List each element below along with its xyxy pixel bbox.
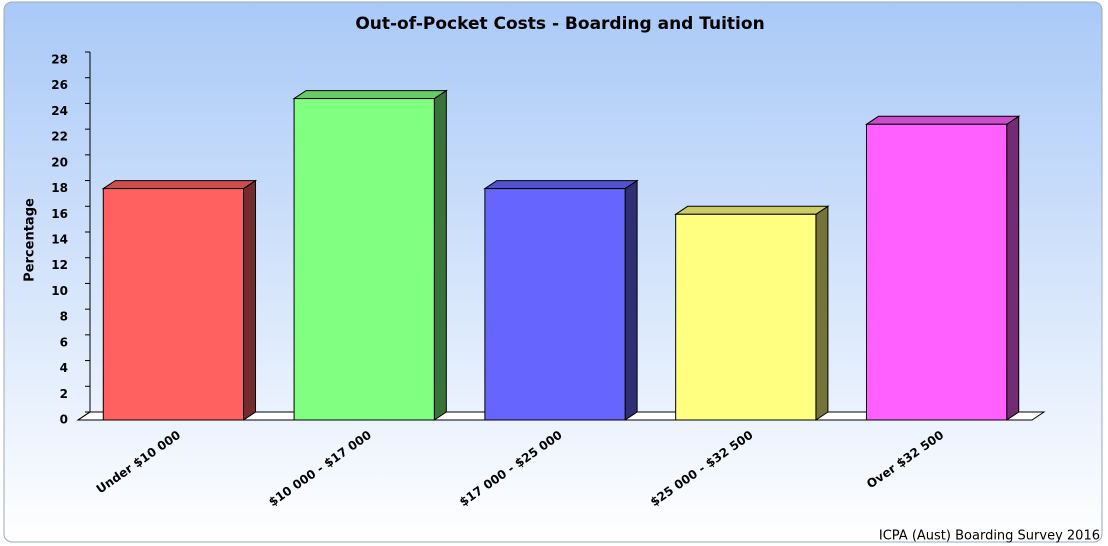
y-tick-label: 22: [51, 130, 68, 144]
y-tick-label: 24: [51, 104, 68, 118]
bar-side: [815, 205, 829, 421]
bar-side: [433, 89, 447, 421]
y-tick-label: 16: [51, 207, 68, 221]
y-tick-label: 0: [60, 413, 68, 427]
y-tick-label: 20: [51, 155, 68, 169]
bar: [293, 98, 435, 421]
bar: [484, 188, 626, 421]
y-axis-label: Percentage: [23, 198, 38, 282]
bar: [675, 213, 817, 421]
bar-top: [292, 90, 448, 100]
y-tick-label: 14: [51, 233, 68, 247]
y-tick-label: 12: [51, 258, 68, 272]
bar-top: [674, 205, 830, 215]
y-tick-label: 26: [51, 78, 68, 92]
chart-title: Out-of-Pocket Costs - Boarding and Tuiti…: [355, 14, 764, 34]
bar-side: [243, 179, 257, 421]
y-tick-label: 4: [60, 361, 68, 375]
y-tick-label: 6: [60, 335, 68, 349]
bar-top: [101, 180, 258, 190]
bar-top: [483, 180, 639, 190]
source-note: ICPA (Aust) Boarding Survey 2016: [879, 529, 1100, 544]
bar-side: [1006, 115, 1020, 421]
y-axis: [77, 411, 91, 421]
bar: [865, 123, 1008, 421]
y-tick-label: 28: [51, 53, 68, 67]
bar-top: [864, 115, 1021, 125]
bar: [102, 188, 245, 421]
y-tick-label: 2: [60, 387, 68, 401]
y-tick-label: 8: [60, 310, 68, 324]
y-tick-label: 18: [51, 181, 68, 195]
bar-side: [624, 179, 638, 421]
y-tick-label: 10: [51, 284, 68, 298]
